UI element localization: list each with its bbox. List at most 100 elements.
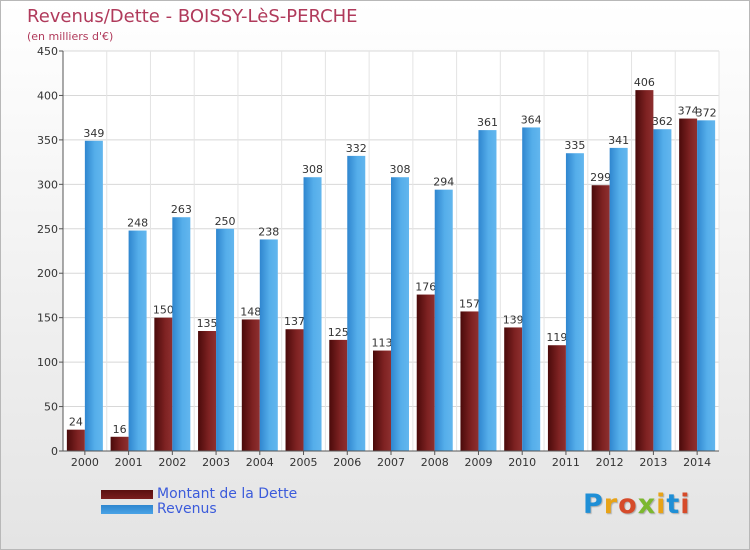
data-label-revenus: 335: [564, 139, 585, 152]
data-label-revenus: 263: [171, 203, 192, 216]
x-tick-label: 2009: [464, 456, 492, 469]
x-tick-label: 2014: [683, 456, 711, 469]
bar-revenus: [259, 239, 278, 451]
data-label-dette: 148: [240, 305, 261, 318]
chart-title: Revenus/Dette - BOISSY-LèS-PERCHE: [27, 6, 358, 27]
y-tick-label: 100: [37, 356, 58, 369]
bar-dette: [198, 331, 217, 451]
x-tick-label: 2011: [552, 456, 580, 469]
data-label-dette: 150: [153, 304, 174, 317]
x-tick-label: 2010: [508, 456, 536, 469]
bar-revenus: [347, 155, 366, 451]
x-tick-label: 2002: [158, 456, 186, 469]
data-label-revenus: 332: [346, 142, 367, 155]
bar-chart: 0 50 100 150 200 250 300 350 400 450 2000 24 349 2001…: [37, 45, 720, 469]
logo-letter: r: [603, 489, 619, 520]
x-tick-label: 2003: [202, 456, 230, 469]
data-label-dette: 16: [113, 423, 127, 436]
bar-revenus: [697, 120, 716, 451]
logo-letter: o: [618, 489, 638, 520]
bar-revenus: [216, 228, 235, 451]
bar-dette: [635, 90, 654, 451]
bar-revenus: [522, 127, 541, 451]
bar-dette: [591, 185, 610, 451]
data-label-dette: 406: [634, 76, 655, 89]
legend-swatch-dette: [101, 490, 153, 499]
logo-letter: P: [583, 489, 604, 520]
x-tick-label: 2012: [596, 456, 624, 469]
data-label-dette: 176: [415, 281, 436, 294]
data-label-revenus: 238: [258, 225, 279, 238]
bar-dette: [460, 311, 479, 451]
y-tick-label: 50: [44, 401, 58, 414]
data-label-dette: 299: [590, 171, 611, 184]
x-tick-label: 2008: [421, 456, 449, 469]
x-tick-label: 2007: [377, 456, 405, 469]
data-label-dette: 125: [328, 326, 349, 339]
y-tick-label: 0: [51, 445, 58, 458]
x-tick-label: 2013: [639, 456, 667, 469]
data-label-dette: 24: [69, 416, 83, 429]
bar-dette: [285, 329, 304, 451]
legend-label-dette: Montant de la Dette: [157, 486, 298, 502]
y-tick-label: 300: [37, 178, 58, 191]
x-tick-label: 2006: [333, 456, 361, 469]
logo-letter: x: [637, 489, 657, 520]
data-label-dette: 139: [503, 313, 524, 326]
bar-revenus: [303, 177, 322, 451]
data-label-revenus: 361: [477, 116, 498, 129]
data-label-revenus: 308: [302, 163, 323, 176]
data-label-revenus: 341: [608, 134, 629, 147]
x-tick-label: 2000: [71, 456, 99, 469]
x-tick-label: 2004: [246, 456, 274, 469]
data-label-dette: 137: [284, 315, 305, 328]
logo-letter: i: [680, 489, 691, 520]
legend-label-revenus: Revenus: [157, 501, 217, 517]
data-label-revenus: 308: [390, 163, 411, 176]
data-label-revenus: 250: [215, 215, 236, 228]
x-tick-label: 2001: [115, 456, 143, 469]
bar-revenus: [609, 147, 628, 451]
data-label-revenus: 294: [433, 176, 454, 189]
logo-letter: t: [666, 489, 681, 520]
data-label-dette: 119: [546, 331, 567, 344]
chart-subtitle: (en milliers d'€): [27, 30, 114, 43]
bar-dette: [241, 319, 260, 451]
bar-dette: [373, 350, 391, 451]
data-label-dette: 113: [372, 337, 393, 350]
y-tick-label: 350: [37, 134, 58, 147]
bar-revenus: [565, 153, 584, 451]
logo-letter: i: [656, 489, 667, 520]
bar-dette: [504, 327, 523, 451]
data-label-dette: 135: [197, 317, 218, 330]
data-label-dette: 374: [678, 105, 699, 118]
data-label-revenus: 372: [696, 106, 717, 119]
data-label-revenus: 362: [652, 115, 673, 128]
data-label-dette: 157: [459, 297, 480, 310]
bar-revenus: [478, 130, 497, 451]
data-label-revenus: 364: [521, 113, 542, 126]
bar-revenus: [128, 230, 147, 451]
y-tick-label: 400: [37, 89, 58, 102]
data-label-revenus: 248: [127, 217, 148, 230]
y-tick-label: 150: [37, 312, 58, 325]
proxiti-logo: Proxiti: [583, 489, 691, 520]
bar-revenus: [84, 140, 103, 451]
bar-revenus: [434, 189, 453, 451]
y-tick-label: 200: [37, 267, 58, 280]
y-tick-label: 250: [37, 223, 58, 236]
bar-dette: [154, 317, 173, 451]
data-label-revenus: 349: [83, 127, 104, 140]
legend-swatch-revenus: [101, 505, 153, 514]
bar-dette: [66, 429, 85, 451]
bar-dette: [110, 436, 129, 451]
x-tick-label: 2005: [290, 456, 318, 469]
bar-dette: [329, 339, 348, 451]
bar-dette: [679, 118, 698, 452]
y-tick-label: 450: [37, 45, 58, 58]
bar-revenus: [653, 129, 672, 451]
bar-dette: [416, 294, 435, 451]
bar-dette: [547, 345, 566, 451]
bar-revenus: [172, 217, 191, 451]
bar-revenus: [391, 177, 409, 451]
